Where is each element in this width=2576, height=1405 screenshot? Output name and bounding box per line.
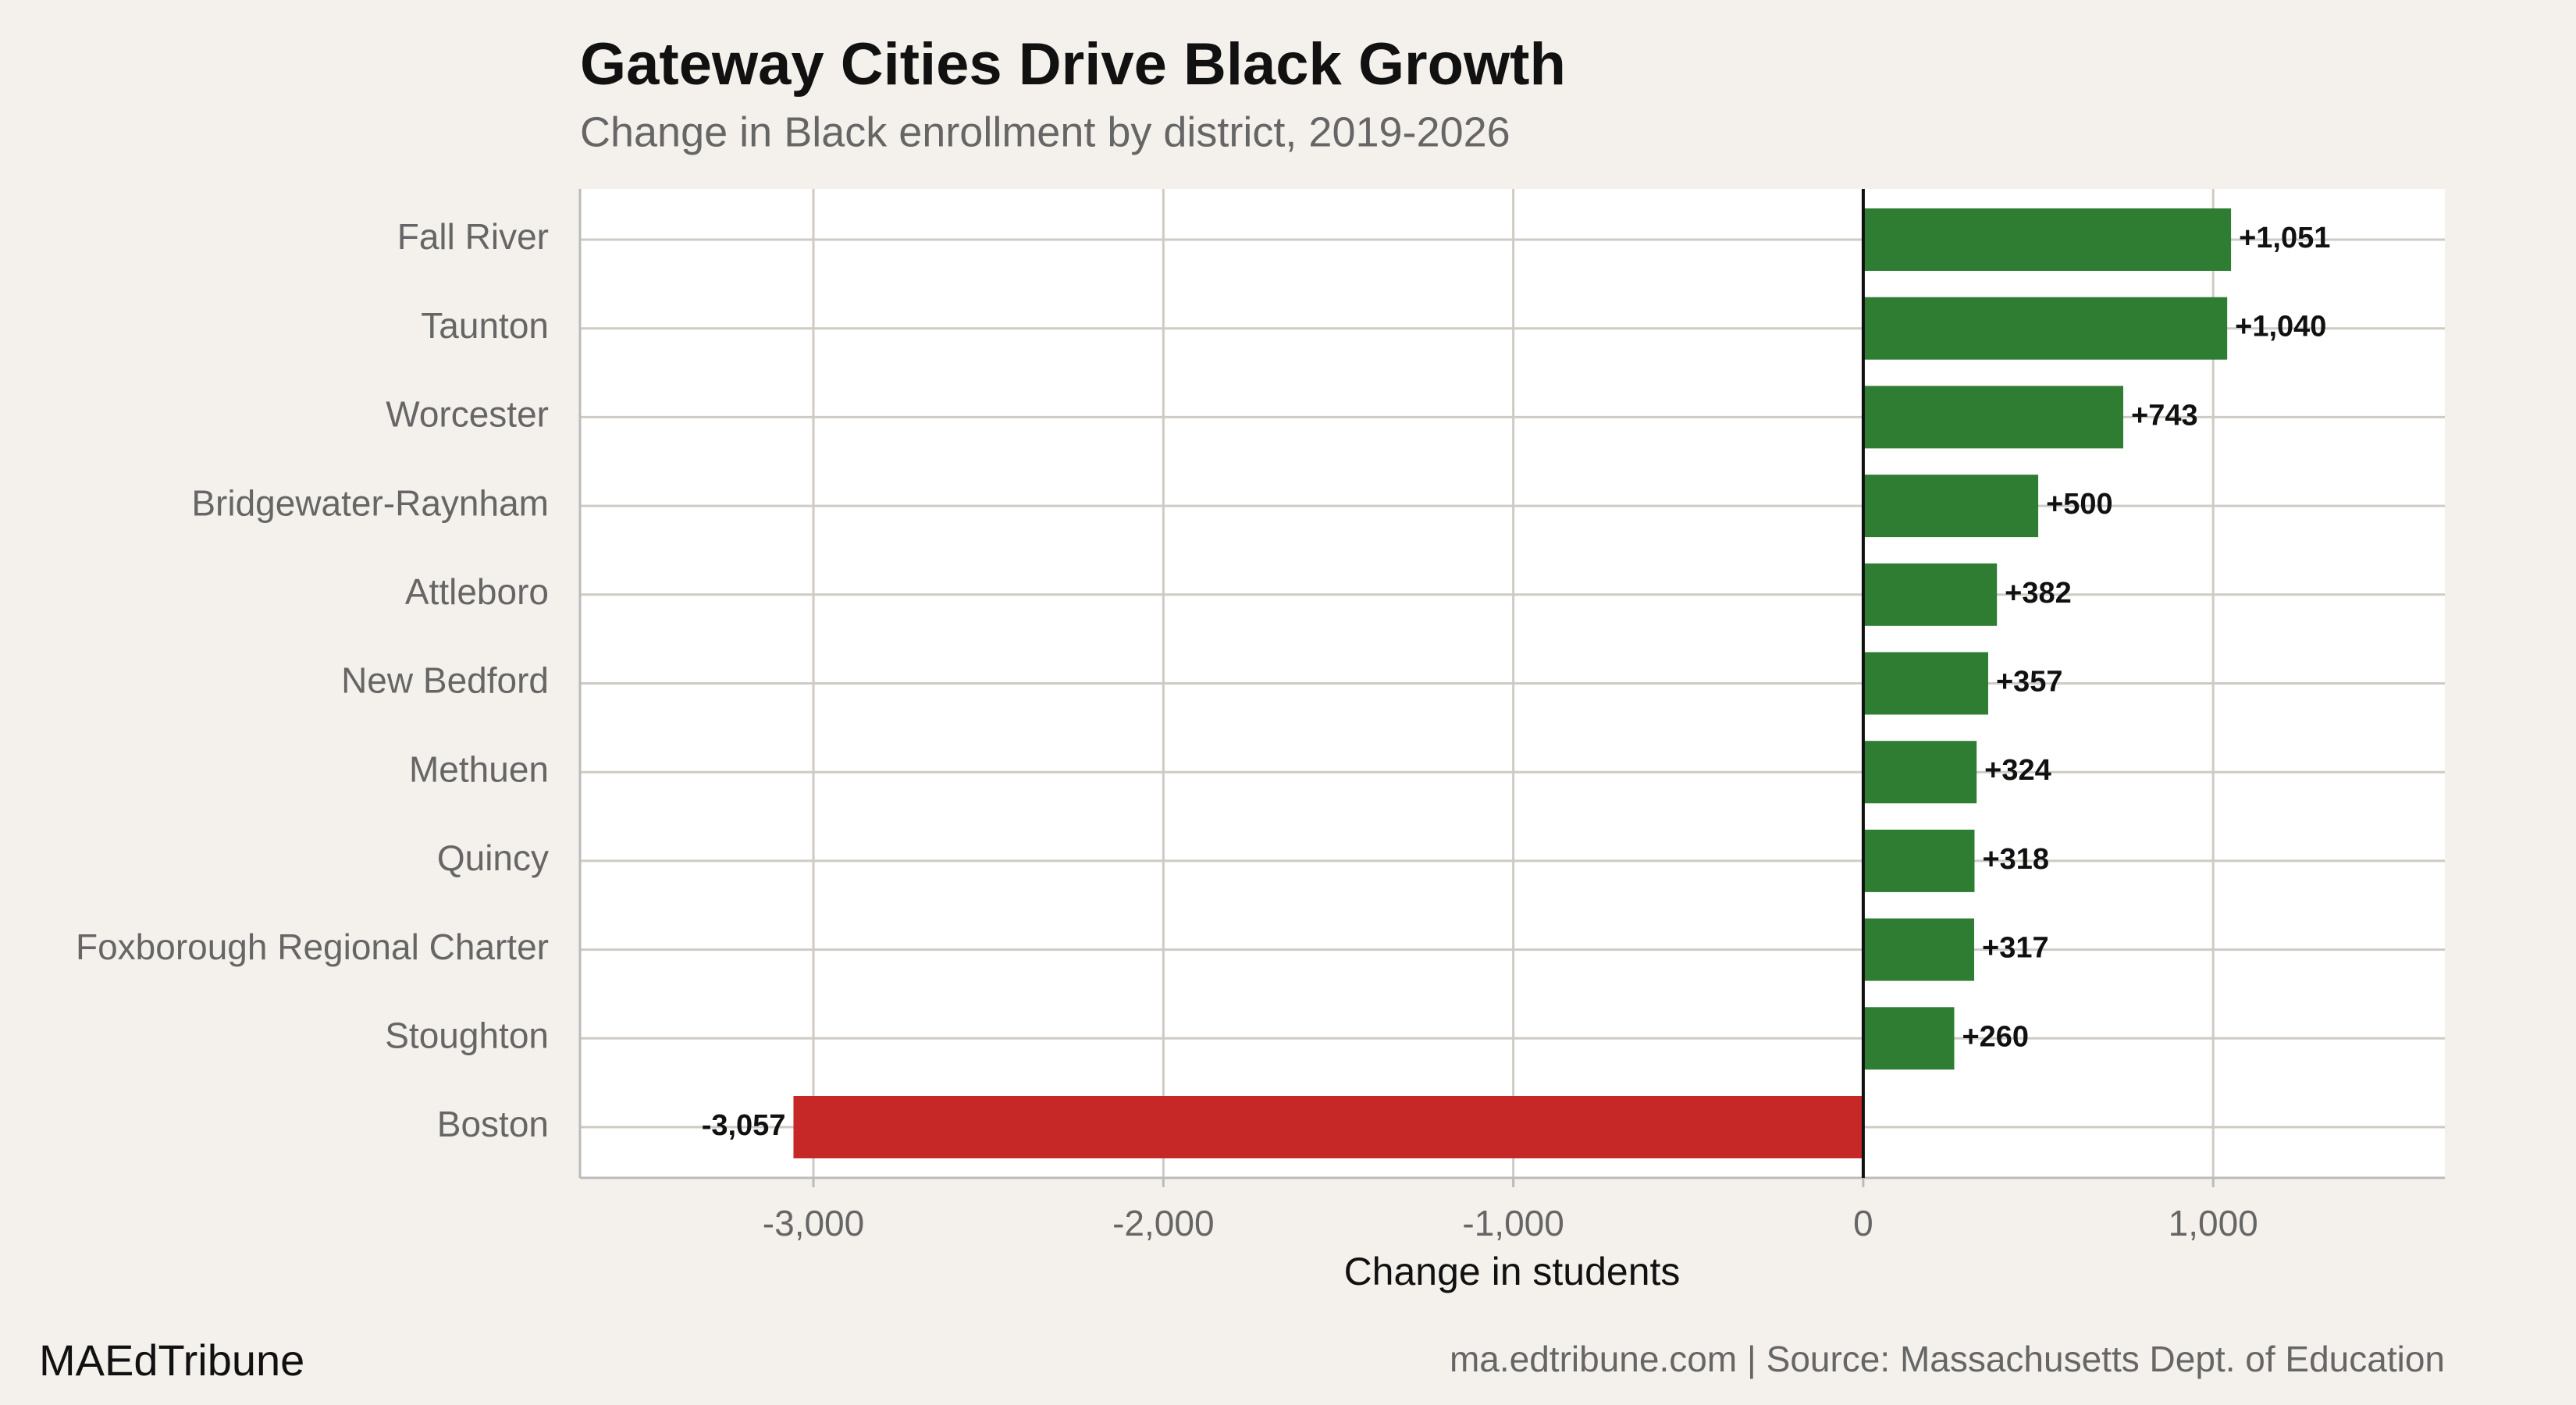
bar [1863,297,2228,360]
y-tick-label: Quincy [437,838,549,878]
y-tick-label: Foxborough Regional Charter [76,927,549,967]
value-label: -3,057 [702,1109,786,1142]
value-label: +317 [1982,932,2049,965]
value-label: +260 [1962,1020,2029,1053]
bar [1863,1007,1955,1070]
caption: ma.edtribune.com | Source: Massachusetts… [1450,1339,2445,1379]
bar [1863,475,2039,538]
value-label: +743 [2131,399,2198,432]
value-label: +500 [2046,488,2113,521]
bar [1863,741,1977,804]
value-label: +1,051 [2239,222,2330,254]
x-tick-label: 1,000 [2169,1203,2258,1243]
y-tick-label: Fall River [397,216,549,257]
value-label: +324 [1984,754,2051,787]
y-tick-label: New Bedford [341,660,549,701]
x-tick-label: -1,000 [1462,1203,1564,1243]
y-tick-label: Worcester [386,394,549,435]
marks [793,208,2232,1158]
x-axis-title: Change in students [1344,1250,1681,1293]
y-tick-label: Methuen [409,749,549,789]
bar [1863,918,1975,981]
value-label: +357 [1996,666,2063,699]
chart-subtitle: Change in Black enrollment by district, … [580,108,1510,155]
y-tick-label: Stoughton [385,1015,549,1055]
y-tick-label: Boston [437,1104,549,1144]
x-tick-label: -3,000 [763,1203,864,1243]
bar [1863,563,1998,626]
bar [1863,208,2232,271]
y-tick-label: Bridgewater-Raynham [191,482,549,523]
value-label: +382 [2005,577,2072,610]
y-tick-label: Attleboro [405,571,549,612]
x-tick-label: 0 [1853,1203,1873,1243]
x-tick-label: -2,000 [1112,1203,1214,1243]
bar [1863,829,1975,892]
value-label: +318 [1982,843,2049,876]
bar [1863,652,1988,715]
bar [793,1096,1863,1158]
y-tick-label: Taunton [421,305,549,346]
value-label: +1,040 [2235,311,2326,343]
chart-title: Gateway Cities Drive Black Growth [580,31,1566,98]
brand: MAEdTribune [39,1336,304,1385]
bar [1863,386,2124,449]
